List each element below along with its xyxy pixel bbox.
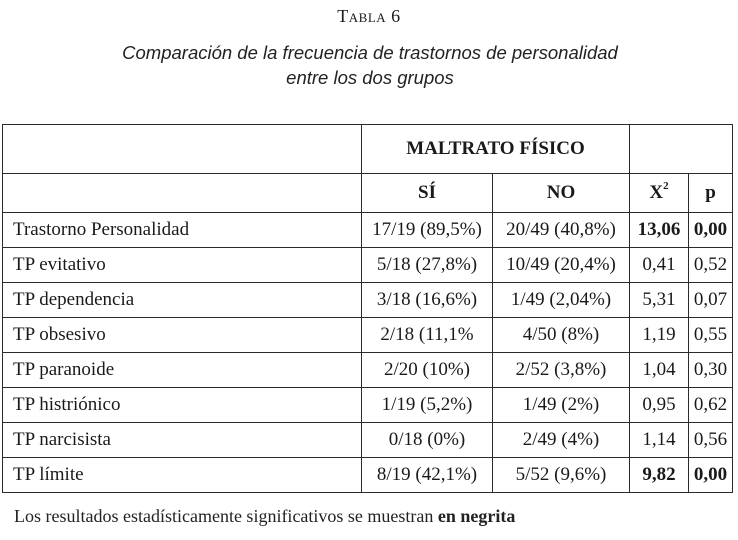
column-header-no: NO <box>492 173 630 213</box>
row-label: TP dependencia <box>2 282 362 318</box>
cell-p: 0,30 <box>688 352 733 388</box>
column-header-si: SÍ <box>361 173 493 213</box>
row-label: TP límite <box>2 457 362 493</box>
row-label: Trastorno Personalidad <box>2 212 362 248</box>
cell-chi-square: 9,82 <box>629 457 689 493</box>
cell-si: 5/18 (27,8%) <box>361 247 493 283</box>
cell-no: 10/49 (20,4%) <box>492 247 630 283</box>
cell-p: 0,00 <box>688 457 733 493</box>
cell-si: 2/20 (10%) <box>361 352 493 388</box>
cell-chi-square: 13,06 <box>629 212 689 248</box>
cell-si: 1/19 (5,2%) <box>361 387 493 423</box>
row-label: TP histriónico <box>2 387 362 423</box>
comparison-table: MALTRATO FÍSICO SÍ NO X2 p Trastorno Per… <box>2 124 733 493</box>
table-caption: Comparación de la frecuencia de trastorn… <box>60 40 680 90</box>
row-label: TP obsesivo <box>2 317 362 353</box>
column-header-p: p <box>688 173 733 213</box>
caption-line-2: entre los dos grupos <box>286 67 454 88</box>
footnote-text: Los resultados estadísticamente signific… <box>14 506 434 526</box>
cell-no: 2/52 (3,8%) <box>492 352 630 388</box>
table-row: TP evitativo 5/18 (27,8%) 10/49 (20,4%) … <box>2 247 733 283</box>
row-label: TP paranoide <box>2 352 362 388</box>
group-header: MALTRATO FÍSICO <box>361 124 630 174</box>
cell-no: 1/49 (2%) <box>492 387 630 423</box>
cell-p: 0,00 <box>688 212 733 248</box>
cell-no: 2/49 (4%) <box>492 422 630 458</box>
chi-square-superscript: 2 <box>663 180 669 192</box>
table-row: TP límite 8/19 (42,1%) 5/52 (9,6%) 9,82 … <box>2 457 733 493</box>
cell-no: 20/49 (40,8%) <box>492 212 630 248</box>
cell-p: 0,52 <box>688 247 733 283</box>
cell-no: 4/50 (8%) <box>492 317 630 353</box>
table-row: TP histriónico 1/19 (5,2%) 1/49 (2%) 0,9… <box>2 387 733 423</box>
cell-si: 2/18 (11,1% <box>361 317 493 353</box>
cell-p: 0,07 <box>688 282 733 318</box>
cell-chi-square: 1,04 <box>629 352 689 388</box>
cell-si: 0/18 (0%) <box>361 422 493 458</box>
cell-no: 1/49 (2,04%) <box>492 282 630 318</box>
cell-p: 0,55 <box>688 317 733 353</box>
table-number: Tabla 6 <box>337 6 401 26</box>
cell-p: 0,56 <box>688 422 733 458</box>
cell-si: 3/18 (16,6%) <box>361 282 493 318</box>
empty-header-cell <box>629 124 733 174</box>
caption-line-1: Comparación de la frecuencia de trastorn… <box>122 42 618 63</box>
cell-chi-square: 5,31 <box>629 282 689 318</box>
table-row: TP dependencia 3/18 (16,6%) 1/49 (2,04%)… <box>2 282 733 318</box>
footnote-bold-text: en negrita <box>437 506 516 526</box>
column-header-chi-square: X2 <box>629 173 689 213</box>
table-row: TP narcisista 0/18 (0%) 2/49 (4%) 1,14 0… <box>2 422 733 458</box>
cell-si: 17/19 (89,5%) <box>361 212 493 248</box>
table-row: TP obsesivo 2/18 (11,1% 4/50 (8%) 1,19 0… <box>2 317 733 353</box>
column-header-row: SÍ NO X2 p <box>2 173 733 213</box>
cell-chi-square: 1,19 <box>629 317 689 353</box>
cell-chi-square: 0,41 <box>629 247 689 283</box>
cell-si: 8/19 (42,1%) <box>361 457 493 493</box>
row-label: TP evitativo <box>2 247 362 283</box>
cell-no: 5/52 (9,6%) <box>492 457 630 493</box>
cell-chi-square: 0,95 <box>629 387 689 423</box>
chi-square-symbol: X <box>649 182 664 203</box>
cell-p: 0,62 <box>688 387 733 423</box>
empty-header-cell <box>2 124 362 174</box>
row-label: TP narcisista <box>2 422 362 458</box>
table-row: Trastorno Personalidad 17/19 (89,5%) 20/… <box>2 212 733 248</box>
group-header-row: MALTRATO FÍSICO <box>2 124 733 174</box>
table-footnote: Los resultados estadísticamente signific… <box>14 506 515 527</box>
empty-header-cell <box>2 173 362 213</box>
cell-chi-square: 1,14 <box>629 422 689 458</box>
table-row: TP paranoide 2/20 (10%) 2/52 (3,8%) 1,04… <box>2 352 733 388</box>
